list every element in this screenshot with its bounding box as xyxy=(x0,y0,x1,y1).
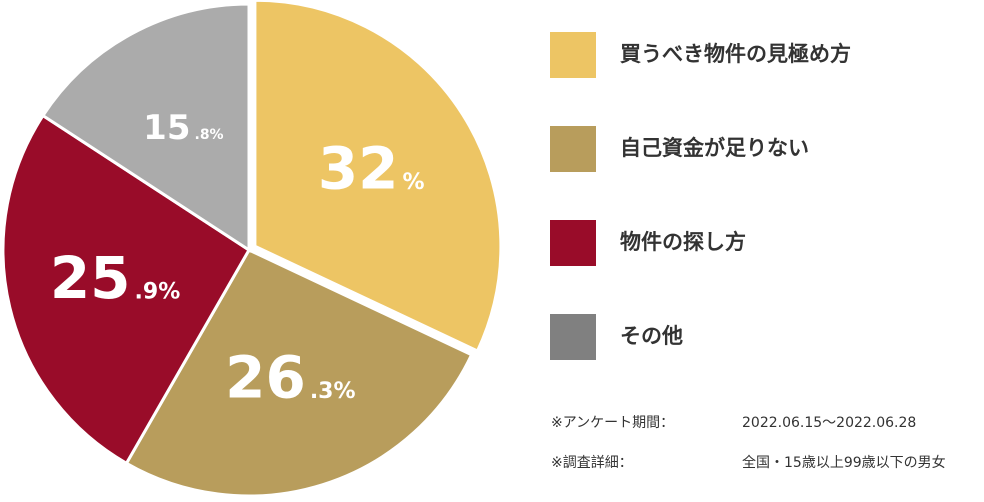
pie-slice xyxy=(124,248,474,498)
label-major: 25 xyxy=(50,244,131,312)
note-value: 全国・15歳以上99歳以下の男女 xyxy=(742,454,946,471)
pie-slice xyxy=(253,0,503,353)
legend-swatch xyxy=(550,32,596,78)
slice-label: 32% xyxy=(318,135,425,203)
label-minor: % xyxy=(403,170,425,195)
slice-label: 26.3% xyxy=(225,344,355,412)
label-minor: .9% xyxy=(135,280,181,305)
note-label: ※アンケート期間： xyxy=(551,415,674,431)
label-major: 26 xyxy=(225,344,306,412)
pie-slice xyxy=(1,113,252,466)
label-major: 15 xyxy=(143,107,190,147)
legend-label: 自己資金が足りない xyxy=(620,136,809,160)
legend-swatch xyxy=(550,314,596,360)
legend-label: 買うべき物件の見極め方 xyxy=(620,42,851,66)
slice-label: 15 .8% xyxy=(143,107,223,147)
slice-label: 25.9% xyxy=(50,244,180,312)
pie-slice xyxy=(40,2,251,253)
label-minor: .8% xyxy=(195,127,224,143)
legend-swatch xyxy=(550,126,596,172)
legend-swatch xyxy=(550,220,596,266)
note-label: ※調査詳細： xyxy=(551,455,633,471)
legend-label: 物件の探し方 xyxy=(620,230,746,254)
note-value: 2022.06.15〜2022.06.28 xyxy=(742,415,916,431)
label-major: 32 xyxy=(318,135,399,203)
label-minor: .3% xyxy=(310,379,356,404)
legend-label: その他 xyxy=(620,324,683,348)
